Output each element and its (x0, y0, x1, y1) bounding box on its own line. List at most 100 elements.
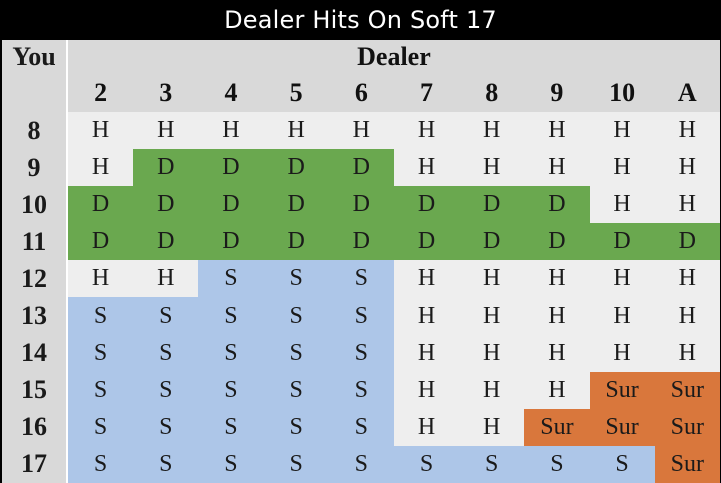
you-label: You (2, 40, 68, 112)
action-cell: H (654, 149, 720, 187)
action-cell: H (393, 112, 460, 150)
action-cell: H (654, 334, 720, 372)
action-cell: D (524, 186, 590, 224)
action-cell: S (198, 408, 264, 446)
action-cell: S (263, 260, 329, 298)
action-cell: D (263, 223, 329, 261)
player-hand-label: 8 (2, 112, 68, 150)
player-hand-label: 12 (2, 260, 68, 298)
action-cell: H (589, 149, 655, 187)
action-cell: S (133, 371, 199, 409)
action-cell: D (198, 149, 264, 187)
dealer-card-header: 3 (133, 74, 199, 112)
player-hand-label: 14 (2, 334, 68, 372)
action-cell: H (68, 149, 134, 187)
action-cell: D (589, 223, 655, 261)
action-cell: H (459, 260, 525, 298)
action-cell: Sur (589, 408, 655, 446)
action-cell: S (133, 334, 199, 372)
dealer-card-header: 2 (68, 74, 134, 112)
action-cell: S (198, 260, 264, 298)
player-hand-label: 16 (2, 408, 68, 446)
action-cell: D (263, 149, 329, 187)
action-cell: H (589, 260, 655, 298)
dealer-card-header: 6 (328, 74, 394, 112)
action-cell: H (654, 297, 720, 335)
action-cell: H (589, 297, 655, 335)
action-cell: H (459, 334, 525, 372)
dealer-card-header: A (654, 74, 720, 112)
action-cell: H (524, 334, 590, 372)
action-cell: Sur (654, 445, 720, 483)
action-cell: S (68, 297, 134, 335)
dealer-card-header: 7 (393, 74, 460, 112)
action-cell: H (393, 297, 460, 335)
action-cell: S (198, 297, 264, 335)
action-cell: S (133, 297, 199, 335)
action-cell: S (524, 445, 590, 483)
action-cell: S (263, 408, 329, 446)
action-cell: H (133, 112, 199, 150)
action-cell: D (263, 186, 329, 224)
action-cell: H (459, 297, 525, 335)
action-cell: H (133, 260, 199, 298)
action-cell: S (328, 297, 394, 335)
action-cell: H (393, 149, 460, 187)
action-cell: H (459, 112, 525, 150)
action-cell: D (198, 186, 264, 224)
action-cell: S (133, 408, 199, 446)
action-cell: H (589, 186, 655, 224)
action-cell: S (589, 445, 655, 483)
action-cell: S (68, 445, 134, 483)
action-cell: D (198, 223, 264, 261)
action-cell: D (68, 186, 134, 224)
dealer-label: Dealer (68, 40, 720, 74)
action-cell: D (654, 223, 720, 261)
action-cell: S (328, 445, 394, 483)
dealer-card-header: 9 (524, 74, 590, 112)
action-cell: H (459, 408, 525, 446)
action-cell: D (459, 223, 525, 261)
action-cell: S (328, 408, 394, 446)
action-cell: H (393, 334, 460, 372)
action-cell: D (133, 223, 199, 261)
action-cell: H (328, 112, 394, 150)
action-cell: S (263, 297, 329, 335)
action-cell: S (263, 445, 329, 483)
player-hand-label: 17 (2, 445, 68, 483)
action-cell: H (654, 260, 720, 298)
action-cell: D (328, 223, 394, 261)
action-cell: H (524, 297, 590, 335)
action-cell: H (198, 112, 264, 150)
action-cell: S (133, 445, 199, 483)
action-cell: H (524, 149, 590, 187)
strategy-grid: You Dealer 2 3 4 5 6 7 8 9 10 A 8 H H H H H H H H H H 9 H D D D D H… (2, 40, 720, 483)
action-cell: S (328, 260, 394, 298)
action-cell: D (328, 149, 394, 187)
action-cell: H (524, 112, 590, 150)
action-cell: Sur (589, 371, 655, 409)
action-cell: S (328, 371, 394, 409)
action-cell: H (68, 112, 134, 150)
action-cell: H (654, 186, 720, 224)
action-cell: H (68, 260, 134, 298)
player-hand-label: 9 (2, 149, 68, 187)
action-cell: H (459, 149, 525, 187)
action-cell: Sur (524, 408, 590, 446)
action-cell: H (589, 334, 655, 372)
action-cell: S (68, 408, 134, 446)
action-cell: H (524, 260, 590, 298)
action-cell: D (393, 186, 460, 224)
action-cell: D (133, 186, 199, 224)
dealer-card-header: 5 (263, 74, 329, 112)
action-cell: H (393, 260, 460, 298)
action-cell: S (459, 445, 525, 483)
player-hand-label: 11 (2, 223, 68, 261)
action-cell: S (328, 334, 394, 372)
action-cell: D (133, 149, 199, 187)
action-cell: S (263, 371, 329, 409)
player-hand-label: 10 (2, 186, 68, 224)
action-cell: S (68, 371, 134, 409)
action-cell: S (198, 371, 264, 409)
